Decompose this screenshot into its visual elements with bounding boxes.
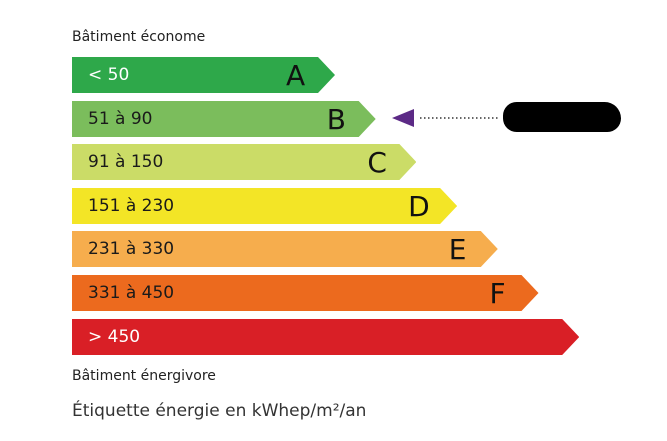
- class-range: < 50: [88, 65, 130, 85]
- current-class-marker: [392, 109, 500, 127]
- footer-caption: Étiquette énergie en kWhep/m²/an: [72, 401, 367, 421]
- energy-class-c: 91 à 150 C: [72, 144, 417, 181]
- energy-class-f: 331 à 450 F: [72, 275, 539, 311]
- class-bar-shape: [72, 100, 376, 137]
- arrow-left-icon: [392, 109, 414, 127]
- energy-class-a: < 50 A: [72, 57, 335, 93]
- class-bar-shape: [72, 275, 539, 311]
- class-range: 151 à 230: [88, 195, 175, 216]
- top-label: Bâtiment économe: [72, 29, 206, 45]
- energy-class-g: > 450: [72, 318, 580, 355]
- class-letter: B: [326, 102, 346, 136]
- class-letter: C: [367, 146, 387, 180]
- class-letter: E: [448, 233, 467, 267]
- class-range: 51 à 90: [88, 108, 153, 129]
- class-bar-shape: [72, 144, 417, 181]
- class-bar-shape: [72, 231, 498, 268]
- energy-class-e: 231 à 330 E: [72, 231, 498, 268]
- class-range: > 450: [88, 326, 141, 347]
- class-letter: F: [489, 277, 506, 310]
- class-letter: D: [408, 189, 430, 223]
- class-range: 331 à 450: [88, 283, 175, 303]
- class-range: 231 à 330: [88, 239, 175, 260]
- class-letter: A: [286, 59, 306, 92]
- class-bar-shape: [72, 318, 580, 355]
- class-bar-shape: [72, 187, 458, 224]
- redacted-value: [503, 102, 621, 132]
- energy-class-d: 151 à 230 D: [72, 187, 458, 224]
- class-bar-shape: [72, 57, 335, 93]
- bottom-label: Bâtiment énergivore: [72, 368, 216, 384]
- class-range: 91 à 150: [88, 152, 164, 173]
- energy-class-b: 51 à 90 B: [72, 100, 376, 137]
